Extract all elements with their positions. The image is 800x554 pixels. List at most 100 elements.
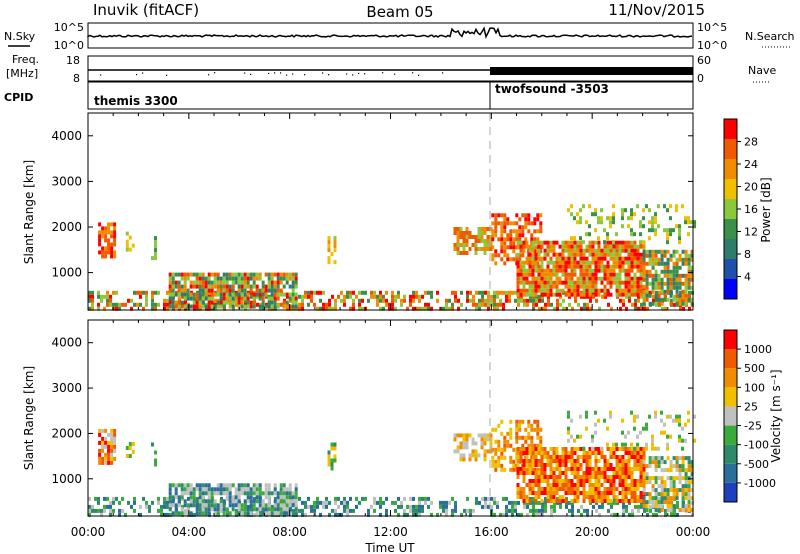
data-cell: [684, 297, 688, 302]
data-cell: [110, 254, 114, 259]
data-cell: [466, 298, 469, 303]
data-cell: [235, 508, 238, 513]
data-cell: [195, 503, 199, 508]
data-cell: [168, 272, 172, 277]
data-cell: [246, 511, 250, 516]
data-cell: [415, 306, 418, 311]
data-cell: [459, 433, 463, 438]
data-cell: [246, 300, 250, 305]
data-cell: [675, 504, 679, 509]
data-cell: [540, 451, 544, 455]
data-cell: [636, 487, 640, 491]
data-cell: [445, 508, 448, 513]
data-cell: [630, 447, 634, 451]
data-cell: [684, 220, 687, 225]
data-cell: [573, 447, 577, 451]
data-cell: [546, 475, 550, 479]
data-cell: [219, 483, 223, 488]
data-cell: [618, 447, 622, 451]
data-cell: [597, 264, 601, 269]
data-cell: [624, 499, 628, 503]
freq-tick-top: 18: [66, 54, 80, 67]
data-cell: [198, 272, 202, 277]
data-cell: [672, 492, 676, 497]
data-cell: [624, 447, 628, 451]
data-cell: [651, 273, 655, 278]
data-cell: [571, 504, 574, 509]
data-cell: [534, 463, 538, 467]
data-cell: [343, 302, 346, 307]
data-cell: [546, 272, 550, 277]
data-cell: [328, 302, 331, 307]
data-cell: [505, 298, 508, 303]
data-cell: [564, 272, 568, 277]
data-cell: [252, 503, 256, 508]
data-cell: [519, 280, 523, 285]
data-cell: [522, 463, 526, 467]
data-cell: [294, 495, 298, 500]
data-cell: [225, 288, 229, 293]
data-cell: [288, 304, 292, 309]
data-cell: [337, 512, 340, 517]
data-cell: [436, 298, 439, 303]
data-cell: [216, 284, 220, 289]
data-cell: [177, 483, 181, 488]
data-cell: [579, 434, 582, 439]
data-cell: [606, 459, 610, 463]
data-cell: [636, 499, 640, 503]
data-cell: [576, 495, 580, 499]
data-cell: [555, 459, 559, 463]
data-cell: [279, 288, 283, 293]
data-cell: [624, 483, 628, 487]
data-cell: [630, 228, 633, 233]
data-cell: [249, 304, 253, 309]
data-cell: [642, 447, 646, 451]
data-cell: [154, 236, 157, 241]
data-cell: [496, 500, 499, 505]
data-cell: [582, 479, 586, 483]
data-cell: [515, 419, 519, 424]
data-cell: [594, 495, 598, 499]
data-cell: [522, 447, 526, 451]
data-cell: [234, 487, 238, 492]
data-cell: [104, 234, 108, 239]
data-cell: [301, 302, 304, 307]
data-cell: [252, 483, 256, 488]
data-cell: [285, 292, 289, 297]
data-cell: [462, 445, 466, 450]
data-cell: [612, 264, 616, 269]
data-cell: [530, 467, 534, 472]
data-cell: [505, 512, 508, 517]
data-cell: [612, 447, 616, 451]
data-cell: [684, 257, 688, 262]
data-cell: [183, 304, 187, 309]
data-cell: [291, 296, 295, 301]
data-cell: [207, 487, 211, 492]
data-cell: [657, 261, 661, 266]
data-cell: [678, 236, 681, 241]
colorbar-tick-label: -1000: [744, 477, 776, 490]
data-cell: [533, 419, 537, 424]
data-cell: [559, 302, 562, 307]
data-cell: [259, 306, 262, 311]
data-cell: [678, 464, 682, 469]
data-cell: [255, 511, 259, 516]
data-cell: [113, 448, 117, 453]
data-cell: [541, 306, 544, 311]
data-cell: [567, 491, 571, 495]
freq-dot: [136, 74, 138, 76]
data-cell: [567, 272, 571, 277]
data-cell: [231, 507, 235, 512]
freq-dot: [244, 72, 246, 74]
data-cell: [506, 257, 510, 262]
data-cell: [630, 268, 634, 273]
data-cell: [621, 475, 625, 479]
data-cell: [330, 252, 334, 257]
data-cell: [534, 292, 538, 297]
data-cell: [570, 418, 573, 423]
data-cell: [258, 304, 262, 309]
data-cell: [627, 288, 631, 293]
data-cell: [522, 495, 526, 499]
data-cell: [522, 491, 526, 495]
data-cell: [678, 265, 682, 270]
